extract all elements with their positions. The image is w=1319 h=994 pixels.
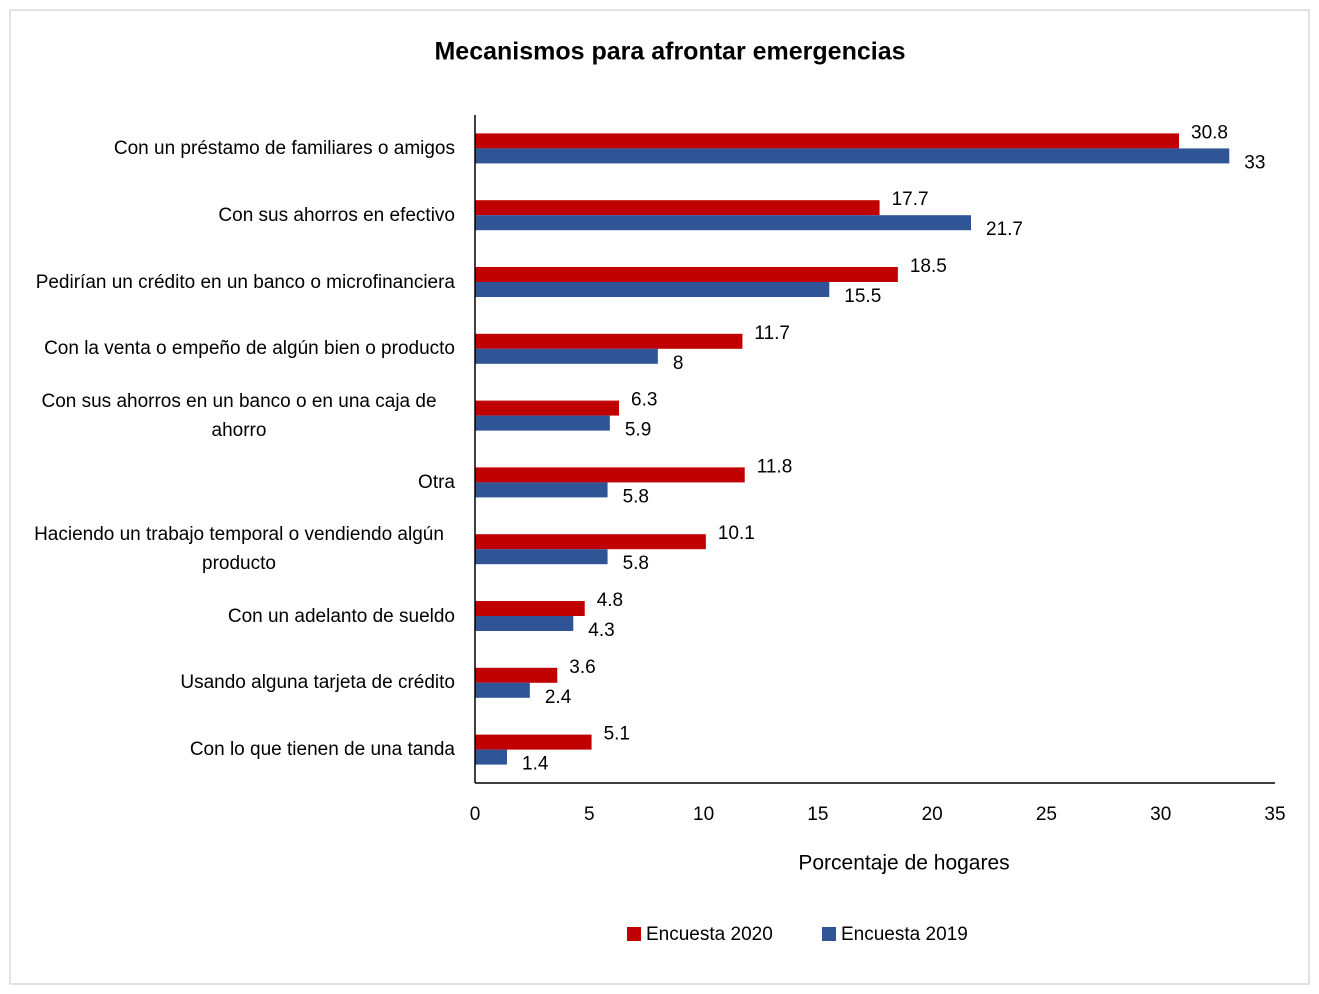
y-tick-label-box: Con sus ahorros en un banco o en una caj… — [20, 381, 455, 451]
x-axis-title: Porcentaje de hogares — [798, 852, 1009, 875]
legend-swatch — [627, 927, 641, 941]
bar — [475, 282, 830, 297]
y-tick-label-box: Con un préstamo de familiares o amigos — [20, 113, 455, 183]
value-label: 15.5 — [844, 286, 881, 307]
value-label: 5.8 — [623, 553, 649, 574]
x-tick-label: 15 — [807, 804, 828, 825]
bar — [475, 133, 1179, 149]
value-label: 30.8 — [1191, 122, 1228, 143]
y-tick-label-box: Con sus ahorros en efectivo — [20, 180, 455, 250]
value-label: 33 — [1244, 152, 1265, 173]
bar — [475, 467, 745, 483]
bar — [475, 667, 558, 683]
x-tick-label: 25 — [1036, 804, 1057, 825]
bar — [475, 215, 971, 231]
value-label: 3.6 — [569, 657, 595, 678]
value-label: 6.3 — [631, 390, 657, 411]
bar — [475, 734, 592, 750]
value-label: 5.1 — [604, 724, 630, 745]
y-tick-label-box: Con un adelanto de sueldo — [20, 581, 455, 651]
value-label: 2.4 — [545, 687, 572, 708]
y-tick-label: Con sus ahorros en efectivo — [218, 204, 455, 226]
x-tick-label: 5 — [584, 804, 595, 825]
bar — [475, 400, 619, 416]
legend-swatch — [822, 927, 836, 941]
y-tick-label-box: Pedirían un crédito en un banco o microf… — [20, 247, 455, 317]
value-label: 11.7 — [754, 323, 790, 344]
y-tick-label: Con un préstamo de familiares o amigos — [113, 137, 455, 159]
y-tick-label-box: Con la venta o empeño de algún bien o pr… — [20, 314, 455, 384]
y-tick-label: Usando alguna tarjeta de crédito — [180, 672, 455, 694]
y-tick-label: Haciendo un trabajo temporal o vendiendo… — [34, 524, 444, 575]
value-label: 10.1 — [718, 523, 755, 544]
bar — [475, 482, 608, 498]
legend-label: Encuesta 2020 — [646, 924, 773, 945]
x-tick-label: 10 — [693, 804, 714, 825]
value-label: 4.3 — [588, 620, 614, 641]
y-tick-label: Con sus ahorros en un banco o en una caj… — [41, 390, 437, 441]
y-tick-label-box: Otra — [20, 447, 455, 517]
legend-label: Encuesta 2019 — [841, 924, 968, 945]
chart-title: Mecanismos para afrontar emergencias — [434, 38, 905, 66]
y-tick-label: Pedirían un crédito en un banco o microf… — [35, 271, 455, 293]
bar — [475, 333, 743, 349]
value-label: 5.8 — [623, 486, 649, 507]
value-label: 18.5 — [910, 256, 947, 277]
y-tick-label: Otra — [418, 471, 455, 493]
bar — [475, 749, 507, 765]
bar — [475, 348, 658, 364]
bar — [475, 601, 585, 616]
bar — [475, 267, 898, 282]
y-tick-label: Con lo que tienen de una tanda — [189, 739, 455, 761]
x-tick-label: 20 — [922, 804, 943, 825]
chart-border — [9, 9, 1310, 985]
bar — [475, 534, 706, 550]
value-label: 4.8 — [597, 590, 623, 611]
value-label: 1.4 — [522, 754, 549, 775]
value-label: 21.7 — [986, 219, 1023, 240]
bar — [475, 549, 608, 565]
bar — [475, 148, 1230, 164]
bar — [475, 616, 574, 631]
value-label: 5.9 — [625, 420, 651, 441]
bar — [475, 415, 610, 431]
value-label: 17.7 — [892, 189, 929, 210]
y-tick-label: Con la venta o empeño de algún bien o pr… — [44, 338, 455, 360]
bar — [475, 682, 530, 698]
x-tick-label: 35 — [1264, 804, 1285, 825]
value-label: 8 — [673, 353, 684, 374]
y-tick-label-box: Con lo que tienen de una tanda — [20, 715, 455, 785]
value-label: 11.8 — [757, 456, 793, 477]
bar — [475, 200, 880, 216]
x-tick-label: 30 — [1150, 804, 1171, 825]
y-tick-label-box: Haciendo un trabajo temporal o vendiendo… — [20, 514, 455, 584]
y-tick-label-box: Usando alguna tarjeta de crédito — [20, 648, 455, 718]
y-tick-label: Con un adelanto de sueldo — [227, 605, 455, 627]
x-tick-label: 0 — [470, 804, 481, 825]
